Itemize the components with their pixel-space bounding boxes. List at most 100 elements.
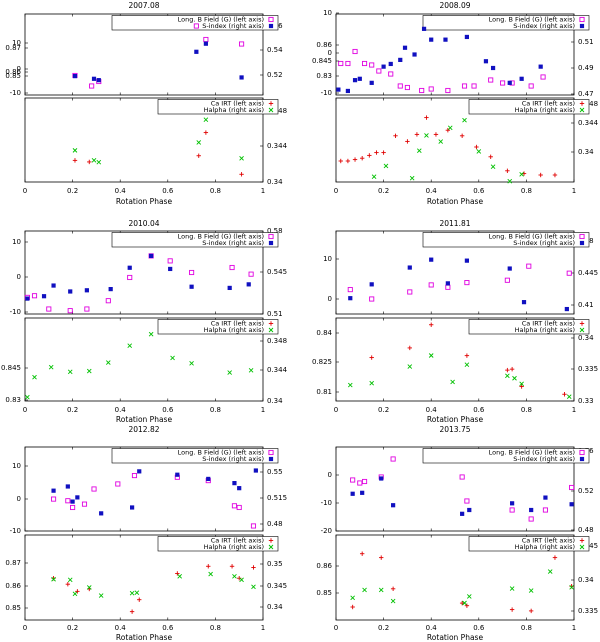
legend-entry: Long. B Field (G) (left axis) xyxy=(489,449,575,457)
data-point xyxy=(428,353,434,358)
data-point xyxy=(203,36,209,43)
data-point xyxy=(67,308,73,314)
left-tick-label: 0.83 xyxy=(316,72,332,80)
data-point xyxy=(48,364,54,370)
x-tick-label: 1 xyxy=(572,187,576,195)
data-point xyxy=(445,281,450,286)
right-tick-label: 0.348 xyxy=(267,337,287,345)
right-tick-label: 0.35 xyxy=(267,560,283,568)
data-point xyxy=(424,133,429,138)
x-tick-label: 0.4 xyxy=(115,187,127,195)
data-point xyxy=(345,88,350,94)
x-tick-label: 0 xyxy=(334,624,338,632)
data-point xyxy=(203,130,209,135)
left-tick-label: 0 xyxy=(17,495,21,503)
data-point xyxy=(46,306,52,312)
data-point xyxy=(490,65,496,71)
data-point xyxy=(251,565,256,570)
data-point xyxy=(175,571,180,576)
right-tick-label: 0.345 xyxy=(267,582,287,590)
data-point xyxy=(227,285,232,291)
data-point xyxy=(72,158,78,163)
right-tick-label: 0.51 xyxy=(578,38,594,46)
legend-marker xyxy=(579,538,585,543)
data-point xyxy=(374,150,379,155)
data-point xyxy=(127,274,133,281)
x-tick-label: 1 xyxy=(572,406,576,414)
legend-marker xyxy=(579,23,585,29)
right-tick-label: 0.52 xyxy=(578,487,594,495)
data-point xyxy=(239,155,244,161)
legend-marker xyxy=(268,16,274,23)
data-point xyxy=(239,577,244,583)
panel-frame xyxy=(24,534,264,621)
legend-entry: S-index (right axis) xyxy=(513,455,575,463)
x-tick-label: 1 xyxy=(261,187,265,195)
right-tick-label: 0.41 xyxy=(578,301,594,309)
x-tick-label: 0.2 xyxy=(67,624,78,632)
right-tick-label: 0.33 xyxy=(578,397,594,405)
x-tick-label: 0.8 xyxy=(521,406,532,414)
data-point xyxy=(86,368,92,374)
data-point xyxy=(338,60,344,67)
x-tick-label: 0.2 xyxy=(378,187,389,195)
left-tick-label: 0.81 xyxy=(316,388,332,396)
data-point xyxy=(137,469,142,474)
left-tick-label: 0.87 xyxy=(5,44,21,52)
data-point xyxy=(471,83,477,89)
right-tick-label: 0.54 xyxy=(267,46,283,54)
data-point xyxy=(352,48,358,55)
x-axis-label: Rotation Phase xyxy=(116,633,173,642)
x-tick-label: 0.2 xyxy=(67,187,78,195)
data-point xyxy=(206,564,211,569)
data-point xyxy=(369,80,374,85)
legend-entry: Long. B Field (G) (left axis) xyxy=(178,16,264,24)
x-tick-label: 0 xyxy=(23,187,27,195)
data-point xyxy=(414,132,420,137)
data-point xyxy=(566,270,572,276)
chart-title: 2011.81 xyxy=(439,219,470,228)
right-tick-label: 0.344 xyxy=(267,366,288,374)
bottom-panel: 0.83 0.845 0.34 0.344 0.348 Ca IRT (left axis… xyxy=(1,317,288,405)
data-point xyxy=(404,84,410,91)
data-point xyxy=(168,266,173,272)
data-point xyxy=(350,491,355,496)
data-point xyxy=(383,163,389,169)
legend-marker xyxy=(579,16,585,23)
data-point xyxy=(564,306,569,312)
data-point xyxy=(459,133,465,138)
x-tick-label: 0.4 xyxy=(426,187,438,195)
data-point xyxy=(227,370,232,375)
panel-frame xyxy=(24,97,264,183)
data-point xyxy=(459,600,465,606)
data-point xyxy=(360,490,365,495)
data-point xyxy=(348,296,353,301)
data-point xyxy=(65,498,71,504)
data-point xyxy=(569,484,575,491)
legend-entry: Long. B Field (G) (left axis) xyxy=(178,233,264,241)
data-point xyxy=(189,269,195,276)
panel-frame xyxy=(335,13,575,96)
x-tick-label: 0.8 xyxy=(210,406,221,414)
data-point xyxy=(357,76,362,81)
data-point xyxy=(412,52,417,57)
right-tick-label: 0.55 xyxy=(267,468,283,476)
data-point xyxy=(460,511,465,516)
data-point xyxy=(390,598,396,604)
right-tick-label: 0.545 xyxy=(267,268,287,276)
x-tick-label: 0.8 xyxy=(210,187,221,195)
left-tick-label: 0.87 xyxy=(5,559,21,567)
data-point xyxy=(464,280,470,286)
legend-marker xyxy=(268,101,274,106)
data-point xyxy=(67,577,73,583)
panel-frame xyxy=(24,13,264,96)
data-point xyxy=(429,257,434,262)
chart-title: 2007.08 xyxy=(128,1,159,10)
x-tick-label: 0.2 xyxy=(378,406,389,414)
data-point xyxy=(569,502,574,507)
